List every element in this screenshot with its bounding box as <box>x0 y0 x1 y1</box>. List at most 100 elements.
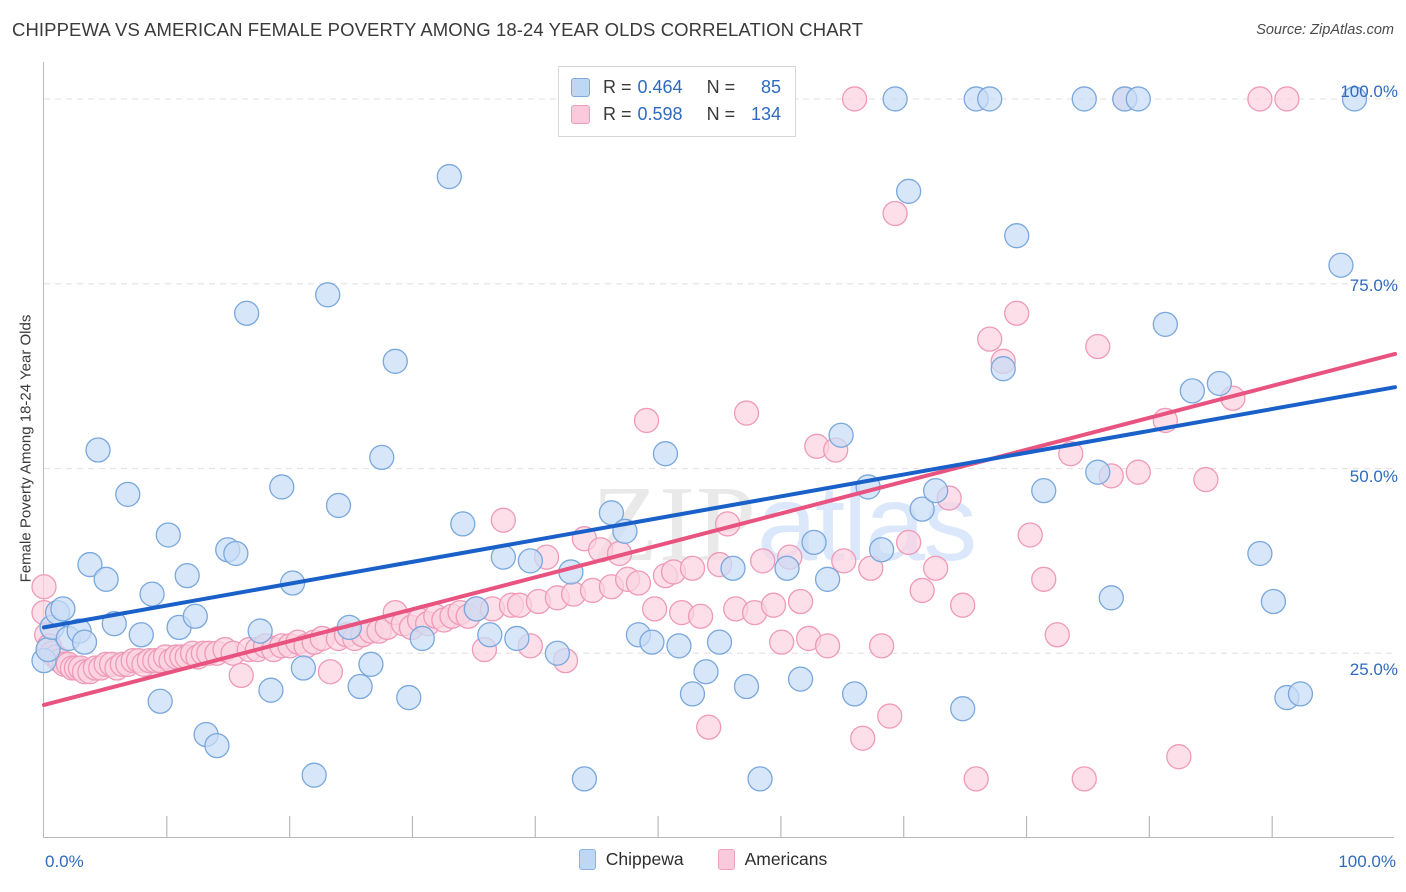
data-point <box>950 696 976 722</box>
data-point <box>828 422 854 448</box>
data-point <box>679 681 706 707</box>
data-point <box>923 555 949 581</box>
trendlines <box>42 351 1397 707</box>
data-point <box>517 548 544 574</box>
data-point <box>1031 566 1057 592</box>
data-point <box>693 659 719 685</box>
data-point <box>774 555 800 581</box>
data-point <box>696 714 722 740</box>
series-swatch-chippewa <box>578 849 596 870</box>
data-point <box>1085 333 1111 360</box>
data-point <box>895 178 922 204</box>
data-point <box>687 603 714 629</box>
data-point <box>841 86 868 112</box>
data-point <box>1004 223 1030 249</box>
data-point <box>1193 466 1219 493</box>
series-legend: Chippewa Americans <box>0 849 1406 870</box>
data-point <box>358 651 384 677</box>
data-point <box>544 640 571 666</box>
data-point <box>666 633 692 659</box>
data-point <box>831 548 857 574</box>
data-point <box>733 400 760 426</box>
data-point <box>1071 766 1097 792</box>
data-point <box>909 496 935 522</box>
data-point <box>642 596 668 622</box>
data-point <box>436 163 462 190</box>
data-point <box>182 603 208 629</box>
series-legend-item-chippewa[interactable]: Chippewa <box>578 849 684 870</box>
data-point <box>247 618 273 644</box>
data-point <box>147 688 173 714</box>
data-point <box>1206 370 1233 397</box>
data-point <box>950 592 976 618</box>
data-point <box>317 659 344 685</box>
data-point <box>463 596 489 622</box>
data-point <box>174 562 200 589</box>
data-point <box>139 581 165 607</box>
data-point <box>768 629 795 655</box>
data-point <box>1152 311 1178 338</box>
data-point <box>814 566 841 592</box>
data-point <box>204 732 230 759</box>
data-point <box>977 86 1003 112</box>
data-point <box>787 588 814 615</box>
trendline-americans <box>42 351 1397 707</box>
data-point <box>679 555 706 581</box>
data-point <box>868 633 895 659</box>
data-point <box>301 762 327 788</box>
data-point <box>490 507 516 533</box>
source-attribution: Source: ZipAtlas.com <box>1256 22 1394 38</box>
data-point <box>977 326 1003 352</box>
r-label-chippewa: R = <box>603 77 632 97</box>
data-point <box>750 548 776 574</box>
data-point <box>633 407 660 434</box>
data-point <box>85 437 111 463</box>
data-point <box>233 300 260 326</box>
series-label-americans: Americans <box>744 849 828 869</box>
data-point <box>77 551 103 578</box>
data-point <box>450 511 476 537</box>
y-tick-label-25: 25.0% <box>1349 660 1398 679</box>
data-point <box>882 86 908 112</box>
n-label-chippewa: N = <box>706 77 736 97</box>
correlation-legend-row-americans: R = 0.598 N = 134 <box>571 101 781 128</box>
data-point <box>1125 86 1151 112</box>
correlation-legend: R = 0.464 N = 85 R = 0.598 N = 134 <box>558 66 797 137</box>
series-legend-item-americans[interactable]: Americans <box>717 849 828 870</box>
data-point <box>50 596 76 622</box>
data-point <box>1085 459 1111 485</box>
x-axis-max-label: 100.0% <box>1338 852 1396 871</box>
data-point <box>1179 378 1205 404</box>
data-point <box>325 492 352 519</box>
data-point <box>639 629 665 655</box>
data-point <box>258 677 284 703</box>
data-point <box>882 200 908 227</box>
y-tick-label-100: 100.0% <box>1340 82 1398 101</box>
data-point <box>747 766 773 792</box>
data-point <box>396 684 422 711</box>
data-point <box>1031 477 1057 504</box>
data-point <box>895 529 922 556</box>
data-point <box>923 477 949 504</box>
data-point <box>1017 522 1043 548</box>
data-point <box>1247 540 1273 567</box>
data-point <box>409 625 435 652</box>
data-point <box>990 356 1016 382</box>
data-point <box>369 444 395 471</box>
y-tick-label-75: 75.0% <box>1349 276 1398 295</box>
data-point <box>477 622 503 648</box>
x-axis-min-label: 0.0% <box>45 852 84 871</box>
data-point <box>625 570 652 596</box>
plot-area: ZIPatlas <box>31 62 1397 838</box>
data-point <box>382 348 408 374</box>
data-point <box>814 633 841 659</box>
legend-swatch-chippewa <box>571 78 590 97</box>
n-value-americans: 134 <box>751 104 782 124</box>
data-point <box>223 540 249 567</box>
data-point <box>71 629 98 655</box>
data-point <box>1004 300 1030 326</box>
data-points-chippewa <box>31 86 1368 792</box>
data-point <box>652 441 679 467</box>
y-tick-label-50: 50.0% <box>1349 467 1398 486</box>
